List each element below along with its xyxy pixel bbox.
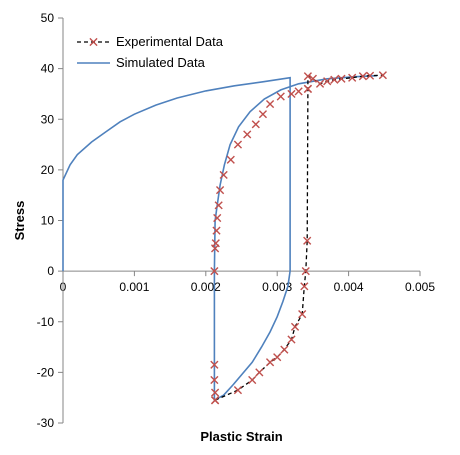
legend: Experimental Data Simulated Data: [77, 34, 224, 70]
experimental-point: [210, 388, 220, 397]
experimental-point: [265, 358, 275, 367]
legend-experimental-marker: [89, 37, 98, 47]
experimental-point: [303, 84, 312, 93]
experimental-point: [210, 360, 219, 369]
experimental-point: [219, 170, 228, 180]
series-simulated-line: [62, 74, 378, 402]
legend-simulated-label: Simulated Data: [116, 55, 206, 70]
experimental-point: [303, 72, 312, 81]
y-tick-label: 10: [41, 214, 55, 228]
y-tick-label: -30: [37, 416, 55, 430]
legend-marker-cross: [89, 37, 98, 47]
experimental-point: [213, 213, 222, 223]
y-tick-label: -20: [37, 365, 55, 379]
y-axis-title: Stress: [12, 201, 27, 241]
experimental-point: [280, 345, 289, 354]
experimental-point: [294, 87, 303, 96]
experimental-point: [233, 385, 243, 395]
y-tick-label: 20: [41, 163, 55, 177]
experimental-point: [287, 89, 296, 99]
x-tick-label: 0.005: [405, 280, 435, 294]
experimental-point: [210, 267, 219, 276]
y-tick-label: -10: [37, 315, 55, 329]
experimental-point: [210, 244, 220, 253]
experimental-point: [210, 375, 219, 385]
y-tick-label: 30: [41, 112, 55, 126]
experimental-point: [290, 322, 300, 331]
x-axis-title: Plastic Strain: [200, 429, 282, 444]
experimental-point: [287, 335, 296, 344]
experimental-point: [315, 79, 325, 88]
experimental-point: [233, 140, 243, 149]
experimental-point: [308, 74, 317, 83]
x-tick-label: 0.003: [262, 280, 292, 294]
experimental-point: [301, 267, 310, 276]
experimental-point: [303, 236, 312, 245]
experimental-point: [214, 201, 223, 210]
experimental-point: [248, 375, 257, 385]
experimental-point: [251, 120, 260, 129]
experimental-point: [215, 186, 225, 195]
experimental-point: [265, 99, 275, 109]
experimental-point: [276, 92, 285, 101]
legend-experimental-label: Experimental Data: [116, 34, 224, 49]
legend-item-experimental: Experimental Data: [77, 34, 224, 49]
experimental-point: [337, 74, 346, 83]
experimental-point: [212, 226, 221, 235]
experimental-point: [243, 130, 252, 139]
x-tick-label: 0.004: [334, 280, 364, 294]
experimental-point: [358, 72, 367, 81]
y-tick-label: 0: [47, 264, 54, 278]
experimental-point: [365, 71, 375, 80]
experimental-point: [323, 77, 332, 86]
experimental-point: [348, 73, 357, 82]
experimental-point: [298, 310, 307, 319]
y-tick-label: 50: [41, 11, 55, 25]
experimental-point: [255, 368, 264, 377]
x-tick-label: 0.001: [119, 280, 149, 294]
y-tick-labels: -30 -20 -10 0 10 20 30 40 50: [37, 11, 55, 430]
experimental-point: [330, 75, 339, 84]
legend-item-simulated: Simulated Data: [77, 55, 206, 70]
experimental-point: [378, 71, 387, 80]
series-layer: [62, 71, 387, 405]
experimental-point: [226, 155, 235, 164]
x-tick-label: 0.002: [191, 280, 221, 294]
experimental-point: [258, 110, 268, 119]
experimental-point: [300, 282, 309, 291]
experimental-point: [210, 396, 220, 405]
experimental-point: [273, 353, 282, 362]
y-tick-label: 40: [41, 62, 55, 76]
